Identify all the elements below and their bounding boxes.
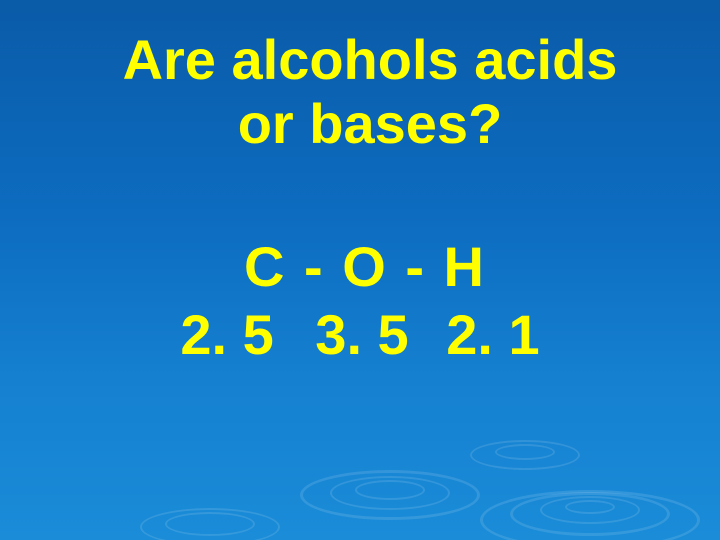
value-o: 3. 5 [315,303,408,367]
slide-title: Are alcohols acids or bases? [20,28,720,157]
slide-content: Are alcohols acids or bases? C - O - H 2… [0,0,720,540]
formula-text: C - O - H [10,235,720,299]
title-line-2: or bases? [20,92,720,156]
value-c: 2. 5 [180,303,273,367]
title-line-1: Are alcohols acids [20,28,720,92]
electronegativity-values: 2. 5 3. 5 2. 1 [0,303,720,367]
value-h: 2. 1 [446,303,539,367]
